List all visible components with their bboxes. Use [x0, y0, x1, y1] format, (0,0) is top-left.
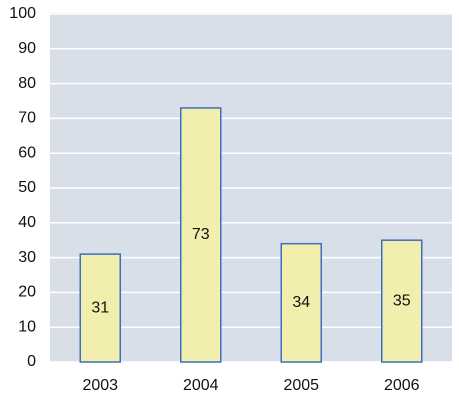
y-tick-label: 50 — [18, 179, 36, 196]
y-tick-label: 0 — [27, 353, 36, 370]
bar — [381, 239, 423, 363]
y-tick-label: 70 — [18, 110, 36, 127]
y-tick-label: 80 — [18, 75, 36, 92]
y-tick-label: 40 — [18, 214, 36, 231]
y-tick-label: 90 — [18, 40, 36, 57]
data-label: 73 — [192, 226, 210, 243]
x-tick-label: 2004 — [183, 377, 219, 394]
data-label: 31 — [91, 299, 109, 316]
y-tick-label: 100 — [9, 5, 36, 22]
data-label: 35 — [393, 292, 411, 309]
x-tick-label: 2003 — [82, 377, 118, 394]
x-tick-label: 2006 — [384, 377, 420, 394]
bar — [180, 107, 222, 363]
y-tick-label: 60 — [18, 144, 36, 161]
x-tick-label: 2005 — [283, 377, 319, 394]
data-label: 34 — [292, 294, 310, 311]
bar — [280, 242, 322, 363]
y-tick-label: 20 — [18, 284, 36, 301]
bar — [79, 253, 121, 363]
y-tick-label: 10 — [18, 318, 36, 335]
y-tick-label: 30 — [18, 249, 36, 266]
